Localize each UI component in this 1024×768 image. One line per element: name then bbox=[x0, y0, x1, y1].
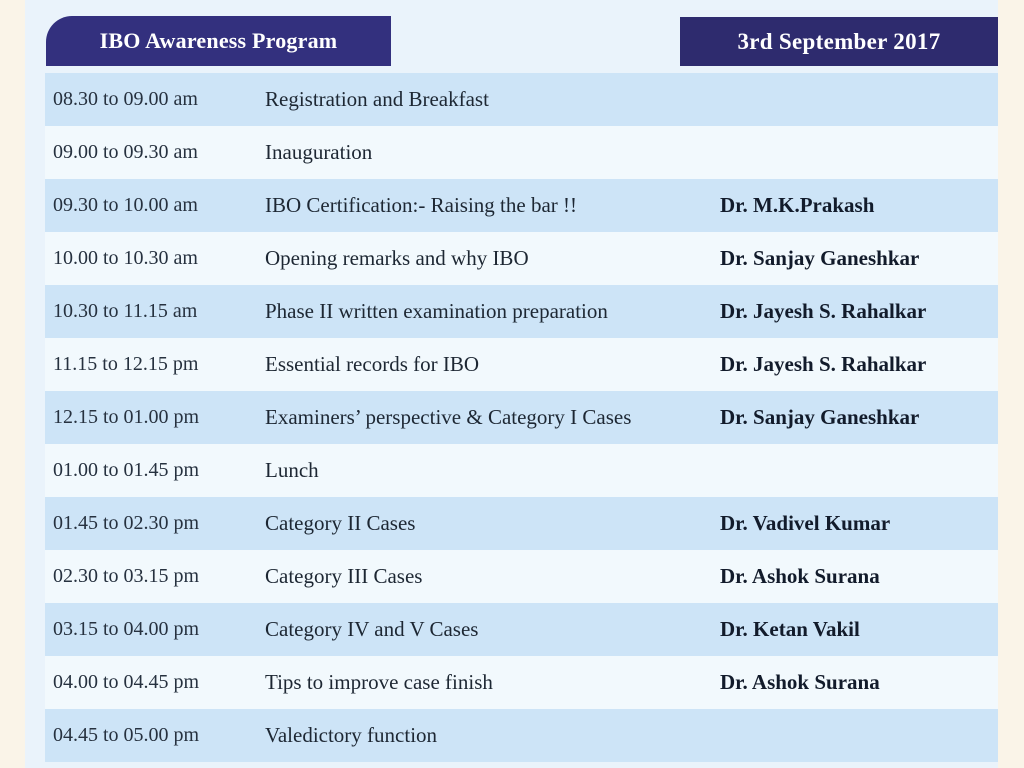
cell-activity: Tips to improve case finish bbox=[265, 670, 493, 694]
cell-time: 08.30 to 09.00 am bbox=[53, 88, 198, 110]
cell-time: 02.30 to 03.15 pm bbox=[53, 565, 200, 587]
cell-activity: Registration and Breakfast bbox=[265, 87, 489, 111]
cell-activity: Inauguration bbox=[265, 140, 373, 164]
header-band: IBO Awareness Program 3rd September 2017 bbox=[25, 16, 998, 66]
table-row: 08.30 to 09.00 am Registration and Breakf… bbox=[45, 73, 998, 126]
cell-activity: Category II Cases bbox=[265, 511, 416, 535]
cell-time: 01.45 to 02.30 pm bbox=[53, 512, 200, 534]
cell-time: 09.30 to 10.00 am bbox=[53, 194, 198, 216]
cell-time: 04.45 to 05.00 pm bbox=[53, 724, 200, 746]
table-row: 04.00 to 04.45 pm Tips to improve case fi… bbox=[45, 656, 998, 709]
cell-time: 03.15 to 04.00 pm bbox=[53, 618, 200, 640]
cell-time: 10.30 to 11.15 am bbox=[53, 300, 198, 322]
table-row: 09.00 to 09.30 am Inauguration bbox=[45, 126, 998, 179]
cell-time: 09.00 to 09.30 am bbox=[53, 141, 198, 163]
table-row: 10.30 to 11.15 am Phase II written examin… bbox=[45, 285, 998, 338]
table-row: 02.30 to 03.15 pm Category III Cases Dr. A… bbox=[45, 550, 998, 603]
cell-time: 10.00 to 10.30 am bbox=[53, 247, 198, 269]
cell-activity: Opening remarks and why IBO bbox=[265, 246, 529, 270]
table-row: 10.00 to 10.30 am Opening remarks and why… bbox=[45, 232, 998, 285]
table-row: 12.15 to 01.00 pm Examiners’ perspective … bbox=[45, 391, 998, 444]
table-row: 01.45 to 02.30 pm Category II Cases Dr. Va… bbox=[45, 497, 998, 550]
cell-activity: Category III Cases bbox=[265, 564, 423, 588]
cell-time: 11.15 to 12.15 pm bbox=[53, 353, 199, 375]
cell-speaker: Dr. M.K.Prakash bbox=[720, 193, 875, 217]
table-row: 04.45 to 05.00 pm Valedictory function bbox=[45, 709, 998, 762]
cell-activity: IBO Certification:- Raising the bar !! bbox=[265, 193, 577, 217]
cell-time: 04.00 to 04.45 pm bbox=[53, 671, 200, 693]
cell-activity: Phase II written examination preparation bbox=[265, 299, 608, 323]
schedule-table: 08.30 to 09.00 am Registration and Breakf… bbox=[45, 73, 998, 762]
cell-speaker: Dr. Vadivel Kumar bbox=[720, 511, 891, 535]
program-title-bar: IBO Awareness Program bbox=[46, 16, 391, 66]
cell-time: 01.00 to 01.45 pm bbox=[53, 459, 200, 481]
table-row: 11.15 to 12.15 pm Essential records for I… bbox=[45, 338, 998, 391]
cell-speaker: Dr. Sanjay Ganeshkar bbox=[720, 246, 920, 270]
table-row: 03.15 to 04.00 pm Category IV and V Cases… bbox=[45, 603, 998, 656]
cell-speaker: Dr. Jayesh S. Rahalkar bbox=[720, 352, 927, 376]
cell-activity: Valedictory function bbox=[265, 723, 438, 747]
program-title: IBO Awareness Program bbox=[99, 28, 338, 53]
cell-speaker: Dr. Ashok Surana bbox=[720, 670, 880, 694]
cell-speaker: Dr. Jayesh S. Rahalkar bbox=[720, 299, 927, 323]
cell-speaker: Dr. Sanjay Ganeshkar bbox=[720, 405, 920, 429]
event-date-badge: 3rd September 2017 bbox=[680, 17, 998, 66]
cell-speaker: Dr. Ashok Surana bbox=[720, 564, 880, 588]
table-row: 01.00 to 01.45 pm Lunch bbox=[45, 444, 998, 497]
table-row: 09.30 to 10.00 am IBO Certification:- Rai… bbox=[45, 179, 998, 232]
cell-activity: Essential records for IBO bbox=[265, 352, 480, 376]
event-date: 3rd September 2017 bbox=[737, 28, 941, 54]
cell-activity: Lunch bbox=[265, 458, 319, 482]
cell-activity: Category IV and V Cases bbox=[265, 617, 479, 641]
cell-speaker: Dr. Ketan Vakil bbox=[720, 617, 860, 641]
cell-activity: Examiners’ perspective & Category I Case… bbox=[265, 405, 632, 429]
cell-time: 12.15 to 01.00 pm bbox=[53, 406, 200, 428]
